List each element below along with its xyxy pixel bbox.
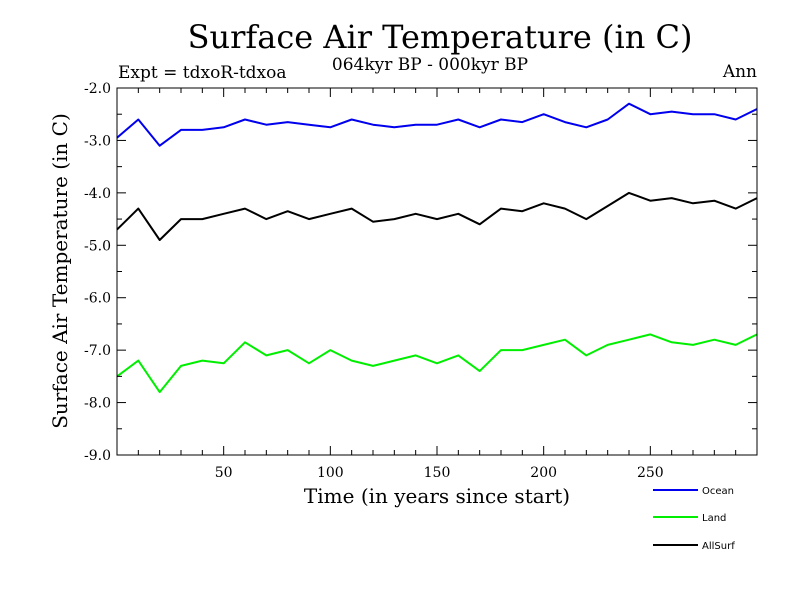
x-tick-label: 200 bbox=[530, 465, 557, 481]
experiment-label: Expt = tdxoR-tdxoa bbox=[118, 63, 287, 83]
series-line-land bbox=[116, 333, 758, 394]
chart-subtitle: 064kyr BP - 000kyr BP bbox=[332, 55, 528, 75]
series-line-ocean bbox=[116, 102, 758, 147]
x-tick-label: 100 bbox=[317, 465, 344, 481]
y-tick-label: -3.0 bbox=[84, 133, 111, 149]
x-tick-label: 150 bbox=[424, 465, 451, 481]
period-label: Ann bbox=[722, 62, 757, 82]
legend: Ocean Land AllSurf bbox=[653, 486, 735, 552]
y-tick-label: -8.0 bbox=[84, 396, 111, 412]
y-tick-label: -2.0 bbox=[84, 81, 111, 97]
axis-layer: -9.0 -8.0 -7.0 -6.0 -5.0 -4.0 -3.0 -2.0 50 100 150… bbox=[84, 81, 757, 481]
chart-title: Surface Air Temperature (in C) bbox=[188, 18, 693, 56]
y-tick-label: -4.0 bbox=[84, 186, 111, 202]
legend-label-allsurf: AllSurf bbox=[702, 541, 735, 552]
x-tick-label: 50 bbox=[215, 465, 233, 481]
x-axis-label: Time (in years since start) bbox=[304, 484, 570, 508]
legend-label-land: Land bbox=[702, 513, 726, 524]
y-tick-label: -9.0 bbox=[84, 448, 111, 464]
series-layer bbox=[116, 102, 758, 394]
y-tick-label: -6.0 bbox=[84, 291, 111, 307]
legend-label-ocean: Ocean bbox=[702, 486, 734, 497]
y-axis-label: Surface Air Temperature (in C) bbox=[48, 113, 72, 429]
plot-frame bbox=[116, 87, 758, 456]
x-tick-label: 250 bbox=[637, 465, 664, 481]
y-tick-label: -5.0 bbox=[84, 238, 111, 254]
series-line-allsurf bbox=[116, 191, 758, 241]
y-tick-label: -7.0 bbox=[84, 343, 111, 359]
